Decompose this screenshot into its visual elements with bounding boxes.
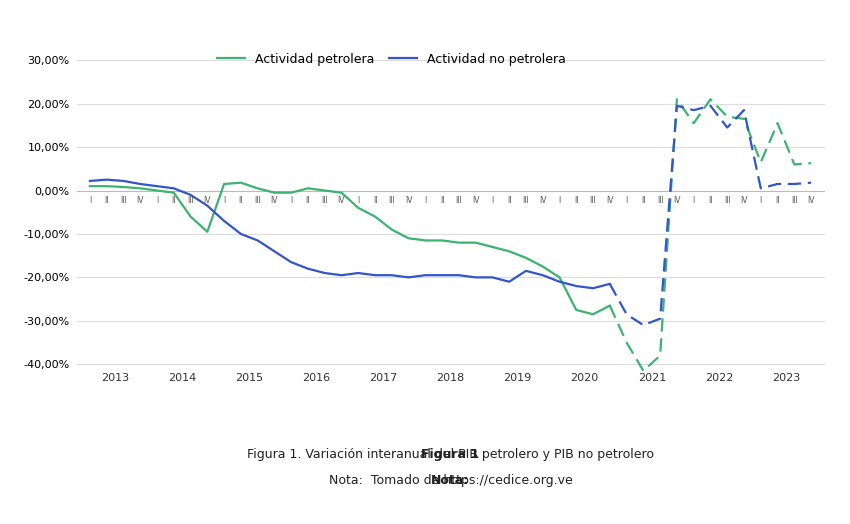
- Text: IV: IV: [203, 196, 211, 205]
- Text: Nota:: Nota:: [431, 474, 469, 487]
- Text: I: I: [424, 196, 427, 205]
- Text: II: II: [439, 196, 445, 205]
- Text: IV: IV: [137, 196, 144, 205]
- Text: II: II: [172, 196, 176, 205]
- Text: IV: IV: [673, 196, 681, 205]
- Text: IV: IV: [808, 196, 815, 205]
- Text: IV: IV: [606, 196, 614, 205]
- Text: III: III: [523, 196, 530, 205]
- Text: II: II: [507, 196, 512, 205]
- Text: III: III: [657, 196, 664, 205]
- Text: 2021: 2021: [638, 373, 666, 383]
- Text: II: II: [105, 196, 109, 205]
- Text: II: II: [641, 196, 646, 205]
- Text: II: II: [708, 196, 712, 205]
- Text: 2017: 2017: [369, 373, 398, 383]
- Text: I: I: [760, 196, 762, 205]
- Text: I: I: [88, 196, 91, 205]
- Legend: Actividad petrolera, Actividad no petrolera: Actividad petrolera, Actividad no petrol…: [218, 53, 565, 67]
- Text: 2016: 2016: [303, 373, 331, 383]
- Text: Nota:  Tomado de https://cedice.org.ve: Nota: Tomado de https://cedice.org.ve: [329, 474, 572, 487]
- Text: III: III: [187, 196, 194, 205]
- Text: I: I: [156, 196, 158, 205]
- Text: 2015: 2015: [235, 373, 264, 383]
- Text: 2019: 2019: [503, 373, 532, 383]
- Text: 2022: 2022: [705, 373, 733, 383]
- Text: 2023: 2023: [772, 373, 800, 383]
- Text: 2014: 2014: [168, 373, 196, 383]
- Text: I: I: [223, 196, 225, 205]
- Text: I: I: [290, 196, 292, 205]
- Text: 2018: 2018: [436, 373, 465, 383]
- Text: I: I: [626, 196, 627, 205]
- Text: III: III: [388, 196, 395, 205]
- Text: II: II: [775, 196, 779, 205]
- Text: III: III: [791, 196, 797, 205]
- Text: II: II: [373, 196, 377, 205]
- Text: II: II: [306, 196, 310, 205]
- Text: III: III: [254, 196, 261, 205]
- Text: III: III: [590, 196, 597, 205]
- Text: III: III: [321, 196, 328, 205]
- Text: II: II: [574, 196, 579, 205]
- Text: I: I: [693, 196, 694, 205]
- Text: III: III: [456, 196, 462, 205]
- Text: IV: IV: [405, 196, 412, 205]
- Text: IV: IV: [270, 196, 278, 205]
- Text: I: I: [491, 196, 494, 205]
- Text: 2013: 2013: [101, 373, 129, 383]
- Text: I: I: [558, 196, 561, 205]
- Text: IV: IV: [539, 196, 547, 205]
- Text: III: III: [120, 196, 127, 205]
- Text: IV: IV: [740, 196, 748, 205]
- Text: Figura 1. Variación interanual del PIB petrolero y PIB no petrolero: Figura 1. Variación interanual del PIB p…: [247, 448, 654, 461]
- Text: IV: IV: [472, 196, 479, 205]
- Text: II: II: [239, 196, 243, 205]
- Text: III: III: [724, 196, 731, 205]
- Text: 2020: 2020: [570, 373, 598, 383]
- Text: I: I: [357, 196, 360, 205]
- Text: Figura 1: Figura 1: [422, 448, 479, 461]
- Text: IV: IV: [337, 196, 345, 205]
